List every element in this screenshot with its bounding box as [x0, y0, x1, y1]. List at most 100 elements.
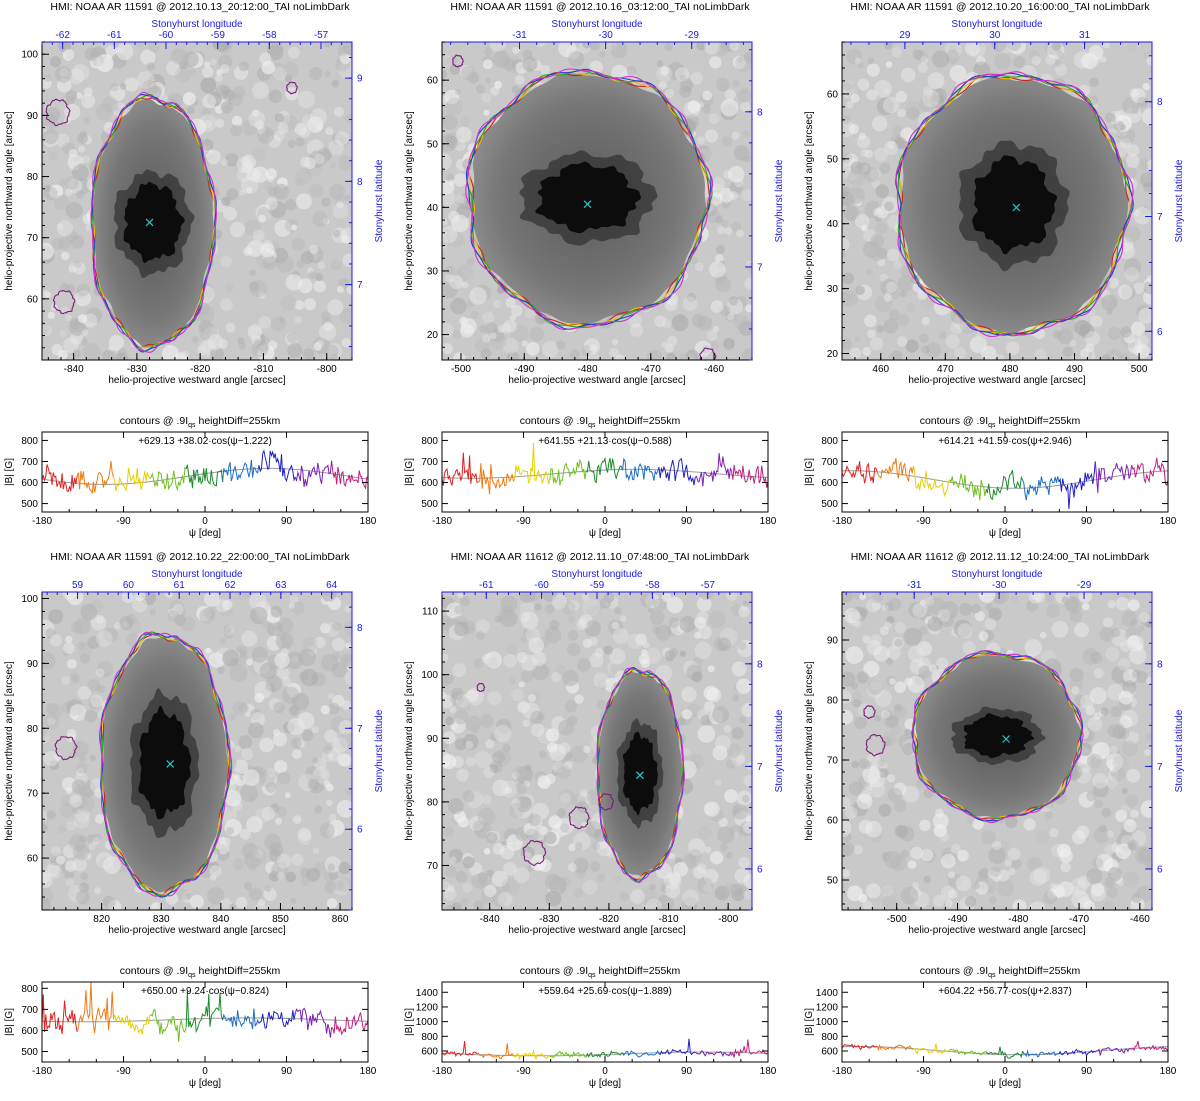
panel-svg: HMI: NOAA AR 11591 @ 2012.10.16_03:12:00…	[404, 1, 785, 539]
granule	[290, 897, 297, 904]
granule	[858, 703, 873, 718]
granule	[291, 601, 305, 615]
granule	[918, 96, 935, 112]
granule	[567, 629, 579, 641]
granule	[273, 130, 285, 142]
granule	[183, 51, 199, 68]
granule	[312, 847, 320, 854]
granule	[65, 90, 78, 102]
granule	[1110, 355, 1118, 360]
granule	[326, 898, 338, 909]
granule	[573, 888, 584, 898]
granule	[249, 279, 268, 298]
lon-tick-label: -61	[107, 30, 122, 41]
right-axis-label: Stonyhurst latitude	[1174, 159, 1185, 242]
granule	[1115, 131, 1122, 139]
granule	[552, 761, 565, 773]
granule	[203, 607, 216, 619]
granule	[664, 650, 676, 662]
granule	[240, 176, 259, 195]
psi-axis-label: ψ [deg]	[989, 528, 1021, 539]
granule	[257, 125, 266, 135]
granule	[590, 42, 600, 51]
lon-tick-label: -57	[700, 580, 715, 591]
psi-tick-label: -180	[832, 1066, 852, 1077]
granule	[199, 608, 216, 624]
granule	[604, 42, 615, 50]
granule	[450, 297, 467, 315]
psi-tick-label: 0	[602, 516, 608, 527]
granule	[268, 89, 282, 103]
penumbra-contour	[90, 91, 217, 353]
granule	[1013, 56, 1026, 69]
granule	[894, 703, 902, 712]
granule	[932, 88, 947, 104]
y-tick-label: 60	[827, 89, 839, 100]
granule	[854, 716, 868, 730]
granule	[582, 638, 593, 648]
granule	[462, 856, 475, 869]
granule	[662, 592, 672, 603]
image-title: HMI: NOAA AR 11591 @ 2012.10.20_16:00:00…	[850, 1, 1150, 13]
granule	[894, 681, 906, 693]
b-tick-label: 800	[421, 1032, 438, 1043]
lat-tick-label: 8	[357, 623, 363, 634]
granule	[161, 345, 179, 360]
granule	[453, 173, 467, 187]
granule	[276, 666, 290, 680]
granule	[730, 751, 746, 767]
granule	[1139, 172, 1152, 188]
granule	[610, 662, 624, 676]
granule	[858, 819, 873, 834]
b-series-segment	[731, 1039, 768, 1058]
b-series-segment	[513, 442, 551, 485]
granule	[445, 132, 462, 149]
granule	[248, 110, 266, 128]
granule	[879, 162, 891, 174]
granule	[544, 626, 562, 644]
granule	[294, 300, 305, 310]
granule	[882, 97, 899, 114]
granule	[207, 887, 225, 905]
granule	[697, 725, 716, 743]
granule	[62, 49, 75, 61]
granule	[1072, 830, 1086, 845]
granule	[681, 896, 698, 910]
granule	[1112, 755, 1129, 772]
granule	[1049, 882, 1057, 891]
granule	[734, 810, 751, 827]
granule	[842, 832, 852, 842]
granule	[1087, 753, 1102, 769]
granule	[191, 335, 199, 344]
granule	[1090, 886, 1106, 902]
granule	[344, 194, 351, 201]
granule	[847, 611, 862, 626]
granule	[721, 135, 733, 147]
granule	[715, 215, 723, 224]
granule	[475, 84, 485, 94]
granule	[546, 742, 558, 753]
granule	[209, 865, 222, 878]
granule	[676, 717, 686, 726]
granule	[978, 631, 989, 642]
granule	[731, 79, 740, 88]
granule	[46, 863, 60, 877]
granule	[456, 264, 474, 281]
top-axis-label: Stonyhurst longitude	[951, 569, 1043, 580]
granule	[568, 843, 576, 852]
granule	[223, 206, 237, 221]
granule	[512, 771, 520, 779]
granule	[699, 592, 714, 600]
granule	[849, 124, 859, 134]
granule	[92, 836, 100, 845]
granule	[51, 344, 63, 356]
line-title: contours @ .9Iqs heightDiff=255km	[520, 415, 681, 429]
granule	[972, 818, 984, 830]
granule	[442, 56, 453, 66]
granule	[119, 616, 134, 630]
lat-tick-label: 6	[1157, 864, 1163, 875]
granule	[1128, 647, 1147, 665]
granule	[853, 620, 862, 629]
granule	[117, 47, 125, 55]
granule	[567, 821, 576, 831]
